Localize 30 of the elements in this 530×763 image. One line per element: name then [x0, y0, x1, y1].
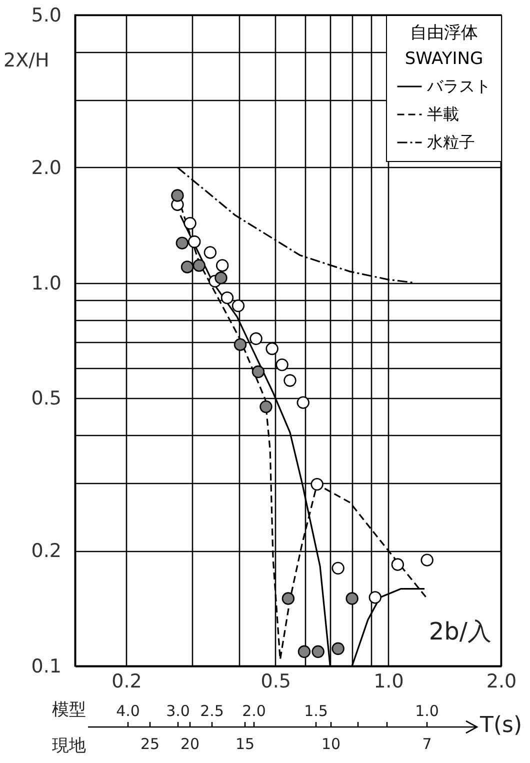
x-tick-label: 2.0 — [486, 670, 517, 692]
text: 3.0 — [166, 702, 190, 720]
y-tick-label: 0.5 — [31, 388, 62, 410]
legend-title: 自由浮体 SWAYING — [404, 23, 484, 69]
text: 15 — [235, 735, 255, 753]
x-tick-label: 0.2 — [112, 670, 142, 692]
text: 25 — [140, 735, 160, 753]
text: 7 — [422, 735, 432, 753]
x-tick-label: 0.5 — [260, 670, 291, 692]
text: 1.0 — [415, 702, 439, 720]
text: 1.5 — [304, 702, 328, 720]
y-axis-title: 2X/H — [4, 50, 50, 72]
text: 2.5 — [200, 702, 224, 720]
text: 20 — [180, 735, 200, 753]
y-tick-label: 2.0 — [31, 156, 62, 179]
x-axis-title: 2b/入 — [428, 618, 492, 646]
x-tick-label: 1.0 — [374, 670, 404, 692]
legend-label: バラスト — [426, 76, 491, 96]
y-tick-label: 1.0 — [31, 272, 62, 294]
legend-label: 水粒子 — [427, 132, 475, 152]
y-tick-label: 0.1 — [31, 656, 62, 678]
text: 10 — [321, 735, 341, 753]
y-tick-label: 0.2 — [31, 540, 62, 562]
legend-label: 半載 — [427, 104, 459, 124]
text: 2.0 — [242, 702, 266, 720]
y-tick-label: 5.0 — [31, 4, 62, 26]
text: 模型 — [52, 700, 86, 720]
text: 4.0 — [116, 702, 140, 720]
text: T(s) — [480, 713, 522, 738]
text: 現地 — [52, 736, 86, 756]
